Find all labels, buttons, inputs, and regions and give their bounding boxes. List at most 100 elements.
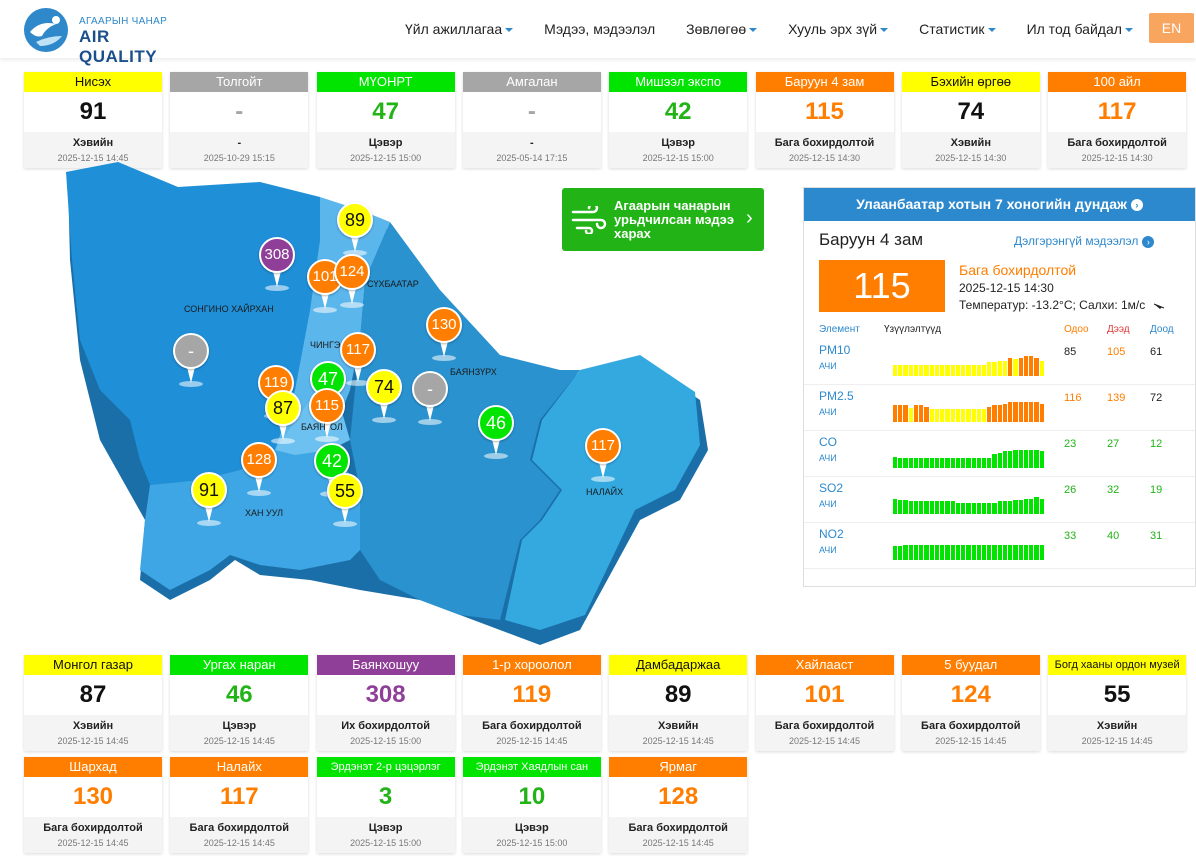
sparkline-bar: [966, 364, 971, 376]
sparkline-bar: [1008, 402, 1013, 422]
station-card[interactable]: Богд хааны ордон музей 55 Хэвийн 2025-12-15…: [1048, 655, 1187, 751]
pollutant-min: 12: [1150, 438, 1163, 450]
map-pin[interactable]: 74: [366, 369, 402, 429]
station-time: 2025-12-15 14:30: [935, 153, 1007, 163]
station-card[interactable]: 1-р хороолол 119 Бага бохирдолтой 2025-12-1…: [462, 655, 601, 751]
sparkline-bar: [940, 544, 945, 560]
station-card[interactable]: Баруун 4 зам 115 Бага бохирдолтой 2025-12-1…: [755, 72, 894, 168]
pin-shadow: [372, 417, 396, 423]
map-pin[interactable]: 46: [478, 405, 514, 465]
pin-shadow: [418, 419, 442, 425]
map-pin[interactable]: -: [412, 371, 448, 431]
station-aqi: 128: [609, 777, 748, 817]
station-card[interactable]: Толгойт - -2025-10-29 15:15: [170, 72, 309, 168]
station-card[interactable]: Эрдэнэт 2-р цэцэрлэг 3 Цэвэр 2025-12-15 15:…: [316, 757, 455, 853]
station-card[interactable]: Эрдэнэт Хаядлын сан 10 Цэвэр 2025-12-15 15:…: [462, 757, 601, 853]
sparkline-bar: [908, 364, 913, 376]
station-card[interactable]: Бэхийн өргөө 74 Хэвийн 2025-12-15 14:30: [901, 72, 1040, 168]
station-card[interactable]: Хайлааст 101 Бага бохирдолтой 2025-12-15 14…: [755, 655, 894, 751]
pollutant-sparkline: [893, 532, 1045, 560]
map-pin[interactable]: 115: [309, 388, 345, 448]
pollutant-sparkline: [893, 394, 1045, 422]
nav-item[interactable]: Мэдээ, мэдээлэл: [544, 21, 655, 37]
station-aqi: 3: [316, 777, 455, 817]
station-status: Цэвэр: [368, 822, 403, 834]
map-pin[interactable]: 89: [337, 202, 373, 262]
station-time: 2025-12-15 14:45: [203, 838, 275, 848]
pollutant-sparkline: [893, 486, 1045, 514]
station-status: Хэвийн: [658, 720, 699, 732]
sparkline-bar: [945, 544, 950, 560]
station-name: Шархад: [24, 757, 162, 777]
station-name: Налайх: [170, 757, 309, 777]
pollutant-row[interactable]: SO2 АЧИ 26 32 19: [804, 476, 1195, 523]
station-time: 2025-12-15 14:30: [788, 153, 861, 163]
nav-item[interactable]: Статистик: [919, 21, 996, 37]
station-name: 1-р хороолол: [462, 655, 601, 675]
panel-title[interactable]: Улаанбаатар хотын 7 хоногийн дундаж ›: [804, 188, 1195, 221]
sparkline-bar: [913, 458, 919, 468]
sparkline-bar: [961, 502, 966, 514]
station-card[interactable]: Монгол газар 87 Хэвийн 2025-12-15 14:45: [24, 655, 162, 751]
pollutant-row[interactable]: PM10 АЧИ 85 105 61: [804, 338, 1195, 385]
nav-item-label: Зөвлөгөө: [686, 21, 747, 37]
map-pin[interactable]: 91: [191, 472, 227, 532]
station-footer: Бага бохирдолтой 2025-12-15 14:30: [755, 132, 894, 168]
caret-down-icon: [1124, 28, 1133, 33]
pollutant-row[interactable]: PM2.5 АЧИ 116 139 72: [804, 384, 1195, 431]
sparkline-bar: [971, 502, 976, 514]
station-card[interactable]: Ургах наран 46 Цэвэр 2025-12-15 14:45: [170, 655, 309, 751]
map-pin[interactable]: 117: [340, 332, 376, 392]
station-card[interactable]: Налайх 117 Бага бохирдолтой 2025-12-15 14:4…: [170, 757, 309, 853]
nav-item[interactable]: Хууль эрх зүй: [788, 21, 889, 37]
map-pin[interactable]: 130: [426, 307, 462, 367]
detail-link[interactable]: Дэлгэрэнгүй мэдээлэл ›: [1014, 234, 1155, 248]
sparkline-bar: [955, 458, 961, 468]
sparkline-bar: [1013, 544, 1018, 560]
pin-value: -: [412, 371, 448, 407]
district-map[interactable]: 89 308 101 124 130-117 119 47 74-87 115 46 117 128 4…: [60, 160, 720, 655]
site-header: АГААРЫН ЧАНАР AIR QUALITY Үйл ажиллагаа М…: [0, 0, 1196, 66]
map-pin[interactable]: 117: [585, 428, 621, 488]
station-card[interactable]: 5 буудал 124 Бага бохирдолтой 2025-12-15 14…: [901, 655, 1040, 751]
station-card[interactable]: Ярмаг 128 Бага бохирдолтой 2025-12-15 14:45: [609, 757, 748, 853]
station-card[interactable]: Мишээл экспо 42 Цэвэр 2025-12-15 15:00: [609, 72, 748, 168]
station-aqi: -: [170, 92, 309, 132]
station-footer: - 2025-10-29 15:15: [170, 132, 309, 168]
station-card[interactable]: 100 айл 117 Бага бохирдолтой 2025-12-15 14:…: [1048, 72, 1187, 168]
station-card[interactable]: Шархад 130 Бага бохирдолтой 2025-12-15 14:4…: [24, 757, 162, 853]
nav-item[interactable]: Ил тод байдал: [1027, 21, 1133, 37]
sparkline-bar: [992, 362, 997, 376]
station-card[interactable]: Амгалан - -2025-05-14 17:15: [462, 72, 601, 168]
pin-value: -: [173, 333, 209, 369]
nav-item[interactable]: Зөвлөгөө: [686, 21, 758, 37]
station-footer: Цэвэр 2025-12-15 15:00: [609, 132, 748, 168]
pin-value: 117: [585, 428, 621, 464]
map-pin[interactable]: 87: [265, 390, 301, 450]
station-card[interactable]: Баянхошуу 308 Их бохирдолтой 2025-12-15 15:…: [316, 655, 455, 751]
station-footer: Цэвэр 2025-12-15 15:00: [462, 817, 601, 853]
station-status: Бага бохирдолтой: [43, 822, 143, 834]
sparkline-bar: [987, 458, 992, 468]
station-card[interactable]: Дамбадаржаа 89 Хэвийн 2025-12-15 14:45: [609, 655, 748, 751]
map-pin[interactable]: 308: [259, 237, 295, 297]
map-pin[interactable]: 128: [241, 442, 277, 502]
pollutant-row[interactable]: CO АЧИ 23 27 12: [804, 430, 1195, 477]
pin-stem: [279, 424, 287, 440]
pin-shadow: [340, 302, 364, 308]
map-pin[interactable]: 124: [334, 254, 370, 314]
map-pin[interactable]: -: [173, 333, 209, 393]
station-card[interactable]: Нисэх 91 Хэвийн 2025-12-15 14:45: [24, 72, 162, 168]
forecast-button[interactable]: Агаарын чанарын урьдчилсан мэдээ харах ›: [562, 188, 764, 251]
station-footer: Цэвэр 2025-12-15 15:00: [316, 817, 455, 853]
site-logo[interactable]: АГААРЫН ЧАНАР AIR QUALITY: [22, 6, 192, 66]
station-footer: Хэвийн 2025-12-15 14:45: [24, 132, 162, 168]
language-button[interactable]: EN: [1149, 13, 1194, 43]
nav-item[interactable]: Үйл ажиллагаа: [405, 21, 514, 37]
sparkline-bar: [966, 409, 971, 422]
map-pin[interactable]: 55: [327, 473, 363, 533]
sparkline-bar: [997, 360, 1002, 376]
pollutant-row[interactable]: NO2 АЧИ 33 40 31: [804, 522, 1195, 569]
pin-shadow: [346, 380, 370, 386]
station-card[interactable]: МҮОНРТ 47 Цэвэр 2025-12-15 15:00: [316, 72, 455, 168]
